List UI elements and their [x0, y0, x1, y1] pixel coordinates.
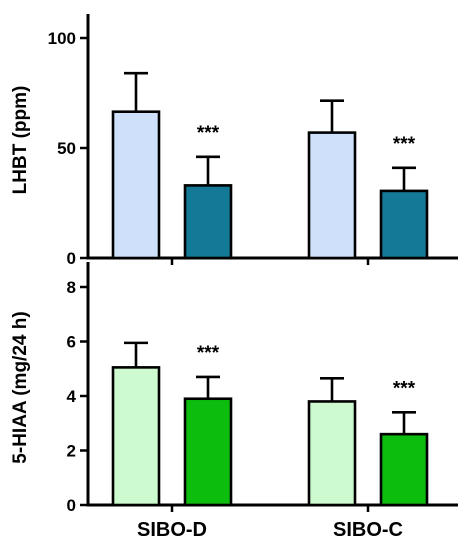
significance-label: *** — [197, 123, 220, 144]
bar-sibo-d-series-2 — [183, 397, 233, 507]
significance-label: *** — [393, 134, 416, 155]
y-axis-label: 5-HIAA (mg/24 h) — [10, 311, 31, 463]
y-tick-label: 6 — [67, 333, 76, 352]
bar-sibo-c-series-1 — [307, 400, 357, 507]
y-tick-label: 0 — [67, 496, 76, 515]
significance-label: *** — [197, 343, 220, 364]
bar-sibo-c-series-1 — [307, 131, 357, 260]
y-axis-label: LHBT (ppm) — [10, 86, 31, 195]
category-label: SIBO-C — [333, 519, 403, 541]
y-tick-label: 0 — [67, 249, 76, 268]
y-tick-label: 50 — [57, 139, 76, 158]
y-tick-label: 2 — [67, 442, 76, 461]
y-tick-label: 4 — [67, 387, 77, 406]
bar-sibo-d-series-1 — [111, 366, 161, 507]
category-label: SIBO-D — [137, 519, 207, 541]
bar-sibo-c-series-2 — [379, 432, 429, 507]
lhbt-panel: 0 50 100 LHBT (ppm) *** *** — [10, 14, 458, 268]
y-tick-label: 8 — [67, 278, 76, 297]
bar-sibo-c-series-2 — [379, 189, 429, 260]
y-tick-label: 100 — [48, 29, 76, 48]
bar-sibo-d-series-2 — [183, 184, 233, 260]
hiaa-panel: 0 2 4 6 8 5-HIAA (mg/24 h) SIBO-D SIBO-C *** *** — [10, 262, 458, 541]
significance-label: *** — [393, 378, 416, 399]
bar-sibo-d-series-1 — [111, 110, 161, 260]
